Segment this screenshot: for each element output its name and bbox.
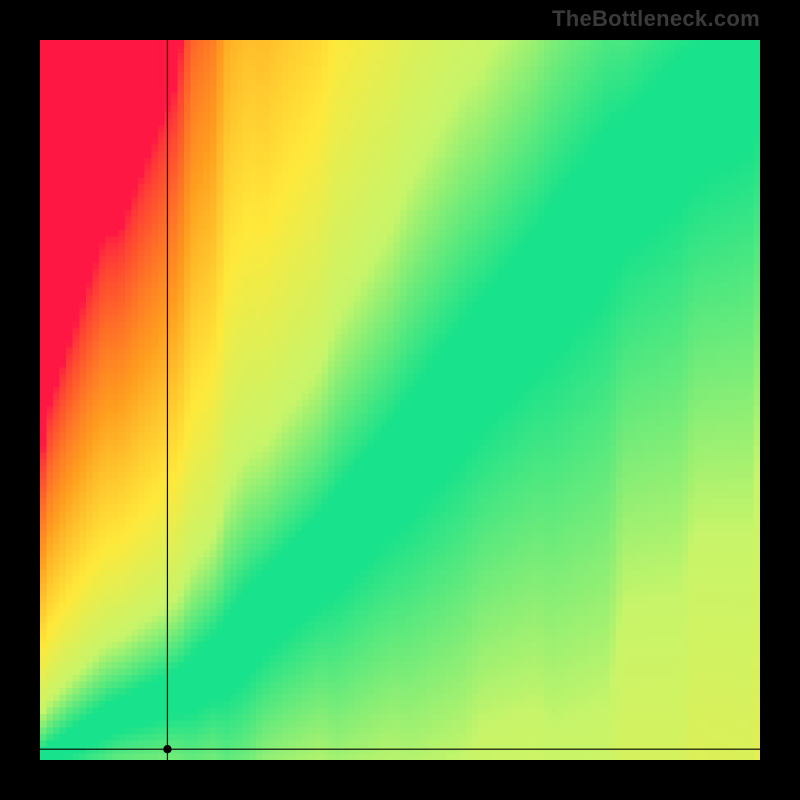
chart-frame: TheBottleneck.com — [0, 0, 800, 800]
heatmap-plot — [40, 40, 760, 760]
heatmap-canvas — [40, 40, 760, 760]
attribution-label: TheBottleneck.com — [552, 6, 760, 32]
